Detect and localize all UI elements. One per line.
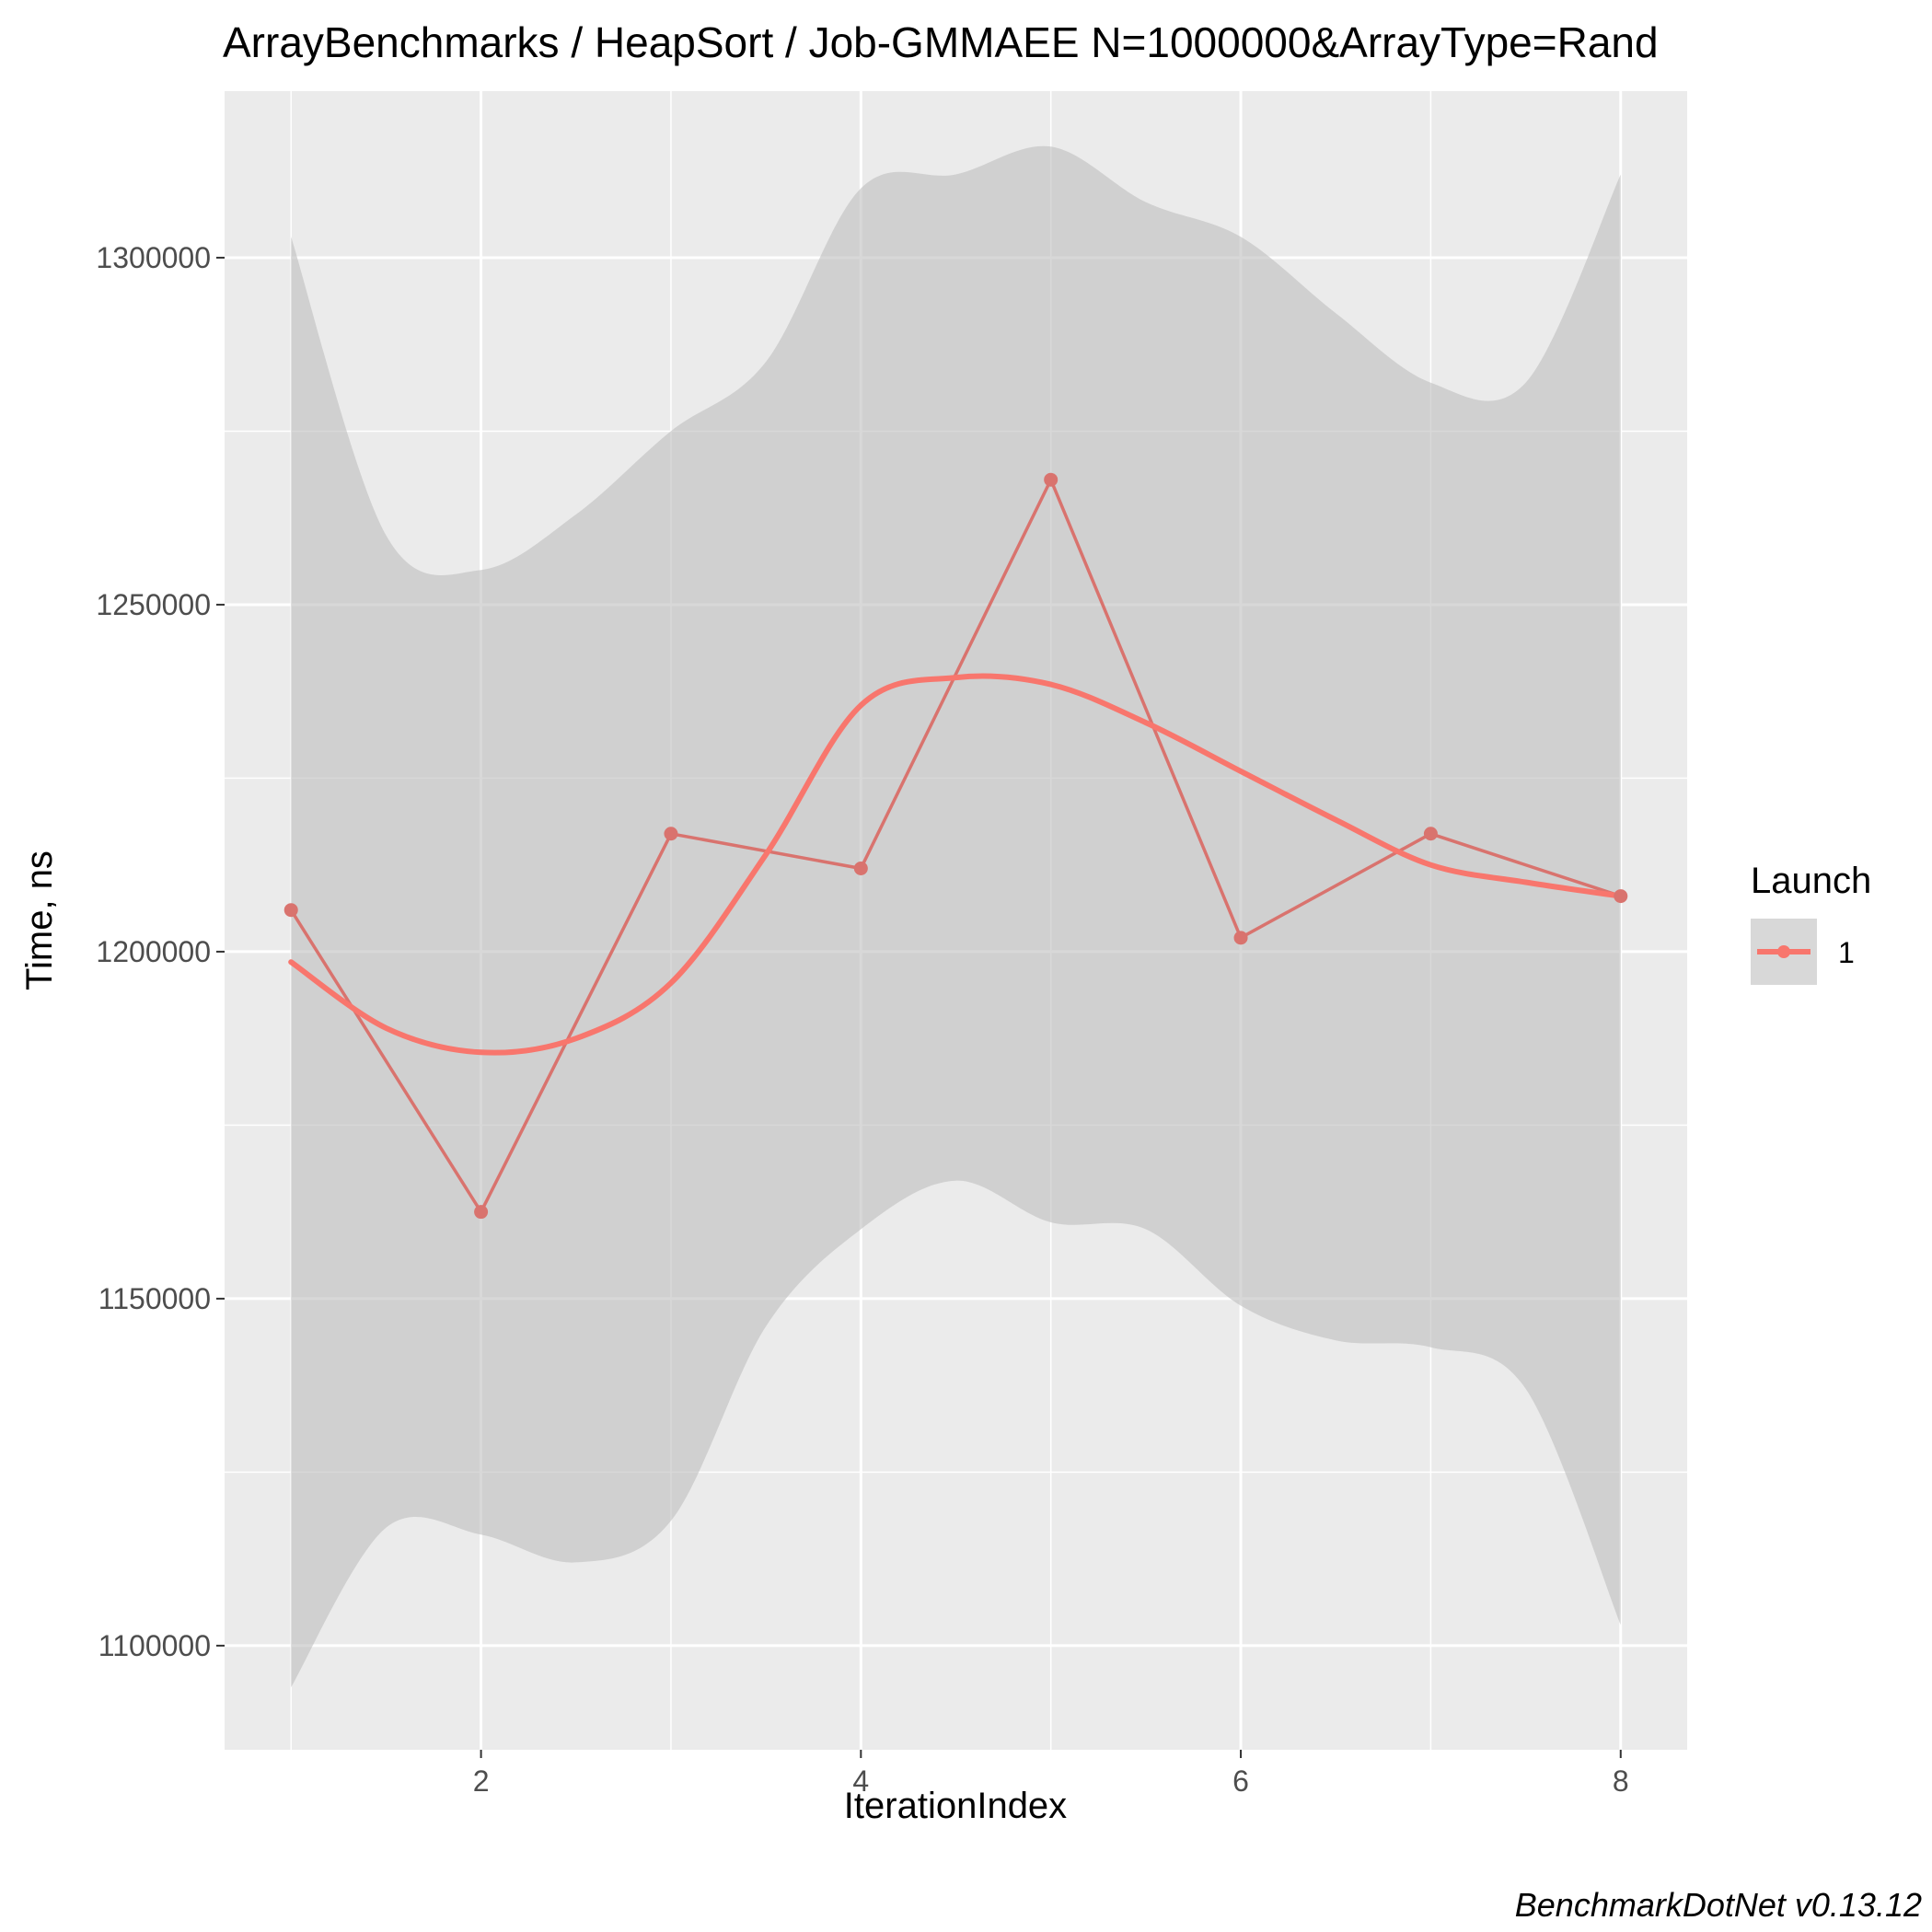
data-point-5 xyxy=(1044,472,1059,487)
data-point-2 xyxy=(474,1205,489,1220)
data-point-4 xyxy=(853,861,868,875)
x-axis-title: IterationIndex xyxy=(844,1786,1067,1826)
legend-key-point xyxy=(1777,945,1790,958)
y-tick-label: 1100000 xyxy=(98,1629,211,1662)
y-tick-label: 1150000 xyxy=(98,1282,211,1315)
chart-title: ArrayBenchmarks / HeapSort / Job-GMMAEE … xyxy=(223,18,1659,66)
data-point-1 xyxy=(283,903,298,918)
data-points xyxy=(283,472,1628,1220)
x-tick-label: 2 xyxy=(473,1764,490,1798)
y-tick-label: 1300000 xyxy=(96,241,211,274)
data-point-7 xyxy=(1423,827,1438,841)
y-axis: 1100000 1150000 1200000 1250000 1300000 xyxy=(96,241,225,1662)
y-axis-title: Time, ns xyxy=(19,850,60,990)
legend-title: Launch xyxy=(1751,861,1871,901)
smoothed-trend-line xyxy=(288,673,1624,1056)
x-tick-label: 8 xyxy=(1613,1764,1629,1798)
y-tick-label: 1250000 xyxy=(96,588,211,621)
data-point-6 xyxy=(1233,931,1248,945)
confidence-band xyxy=(291,145,1621,1688)
y-tick-label: 1200000 xyxy=(96,935,211,968)
x-tick-label: 4 xyxy=(852,1764,869,1798)
chart-caption: BenchmarkDotNet v0.13.12 xyxy=(1515,1886,1922,1924)
legend-label-1: 1 xyxy=(1838,936,1855,969)
x-axis: 2 4 6 8 xyxy=(473,1750,1629,1798)
data-point-8 xyxy=(1614,889,1628,904)
x-tick-label: 6 xyxy=(1232,1764,1249,1798)
data-point-3 xyxy=(664,827,678,841)
legend: Launch 1 xyxy=(1751,861,1871,985)
